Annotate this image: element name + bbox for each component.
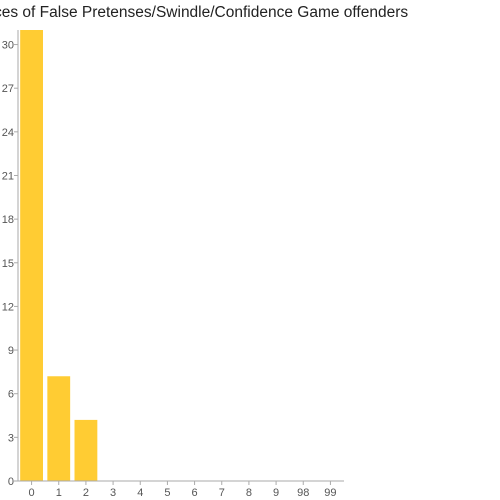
x-tick-label: 4 [137,487,143,499]
x-tick-label: 6 [192,487,198,499]
x-tick-label: 2 [83,487,89,499]
y-tick-label: 6 [8,389,14,401]
y-tick-label: 30 [2,40,14,52]
x-tick-label: 7 [219,487,225,499]
x-tick-label: 3 [110,487,116,499]
y-tick-label: 9 [8,345,14,357]
bar-1[interactable] [47,376,71,481]
y-tick-label: 24 [2,127,14,139]
y-tick-label: 18 [2,214,14,226]
y-axis: 0 3 6 9 12 15 18 21 24 27 30 [2,40,18,488]
y-tick-label: 0 [8,476,14,488]
chart-title: ces of False Pretenses/Swindle/Confidenc… [0,4,409,21]
y-tick-label: 21 [2,170,14,182]
x-tick-label: 8 [246,487,252,499]
y-tick-label: 12 [2,301,14,313]
x-tick-label: 98 [297,487,309,499]
x-tick-label: 9 [273,487,279,499]
x-tick-label: 5 [164,487,170,499]
bars [20,30,98,481]
x-tick-label: 99 [324,487,336,499]
x-tick-label: 1 [56,487,62,499]
x-axis: 0 1 2 3 4 5 6 7 8 9 98 99 [29,481,337,499]
bar-2[interactable] [74,419,98,481]
bar-0[interactable] [20,30,43,481]
y-tick-label: 3 [8,432,14,444]
x-tick-label: 0 [29,487,35,499]
y-tick-label: 15 [2,258,14,270]
y-tick-label: 27 [2,83,14,95]
